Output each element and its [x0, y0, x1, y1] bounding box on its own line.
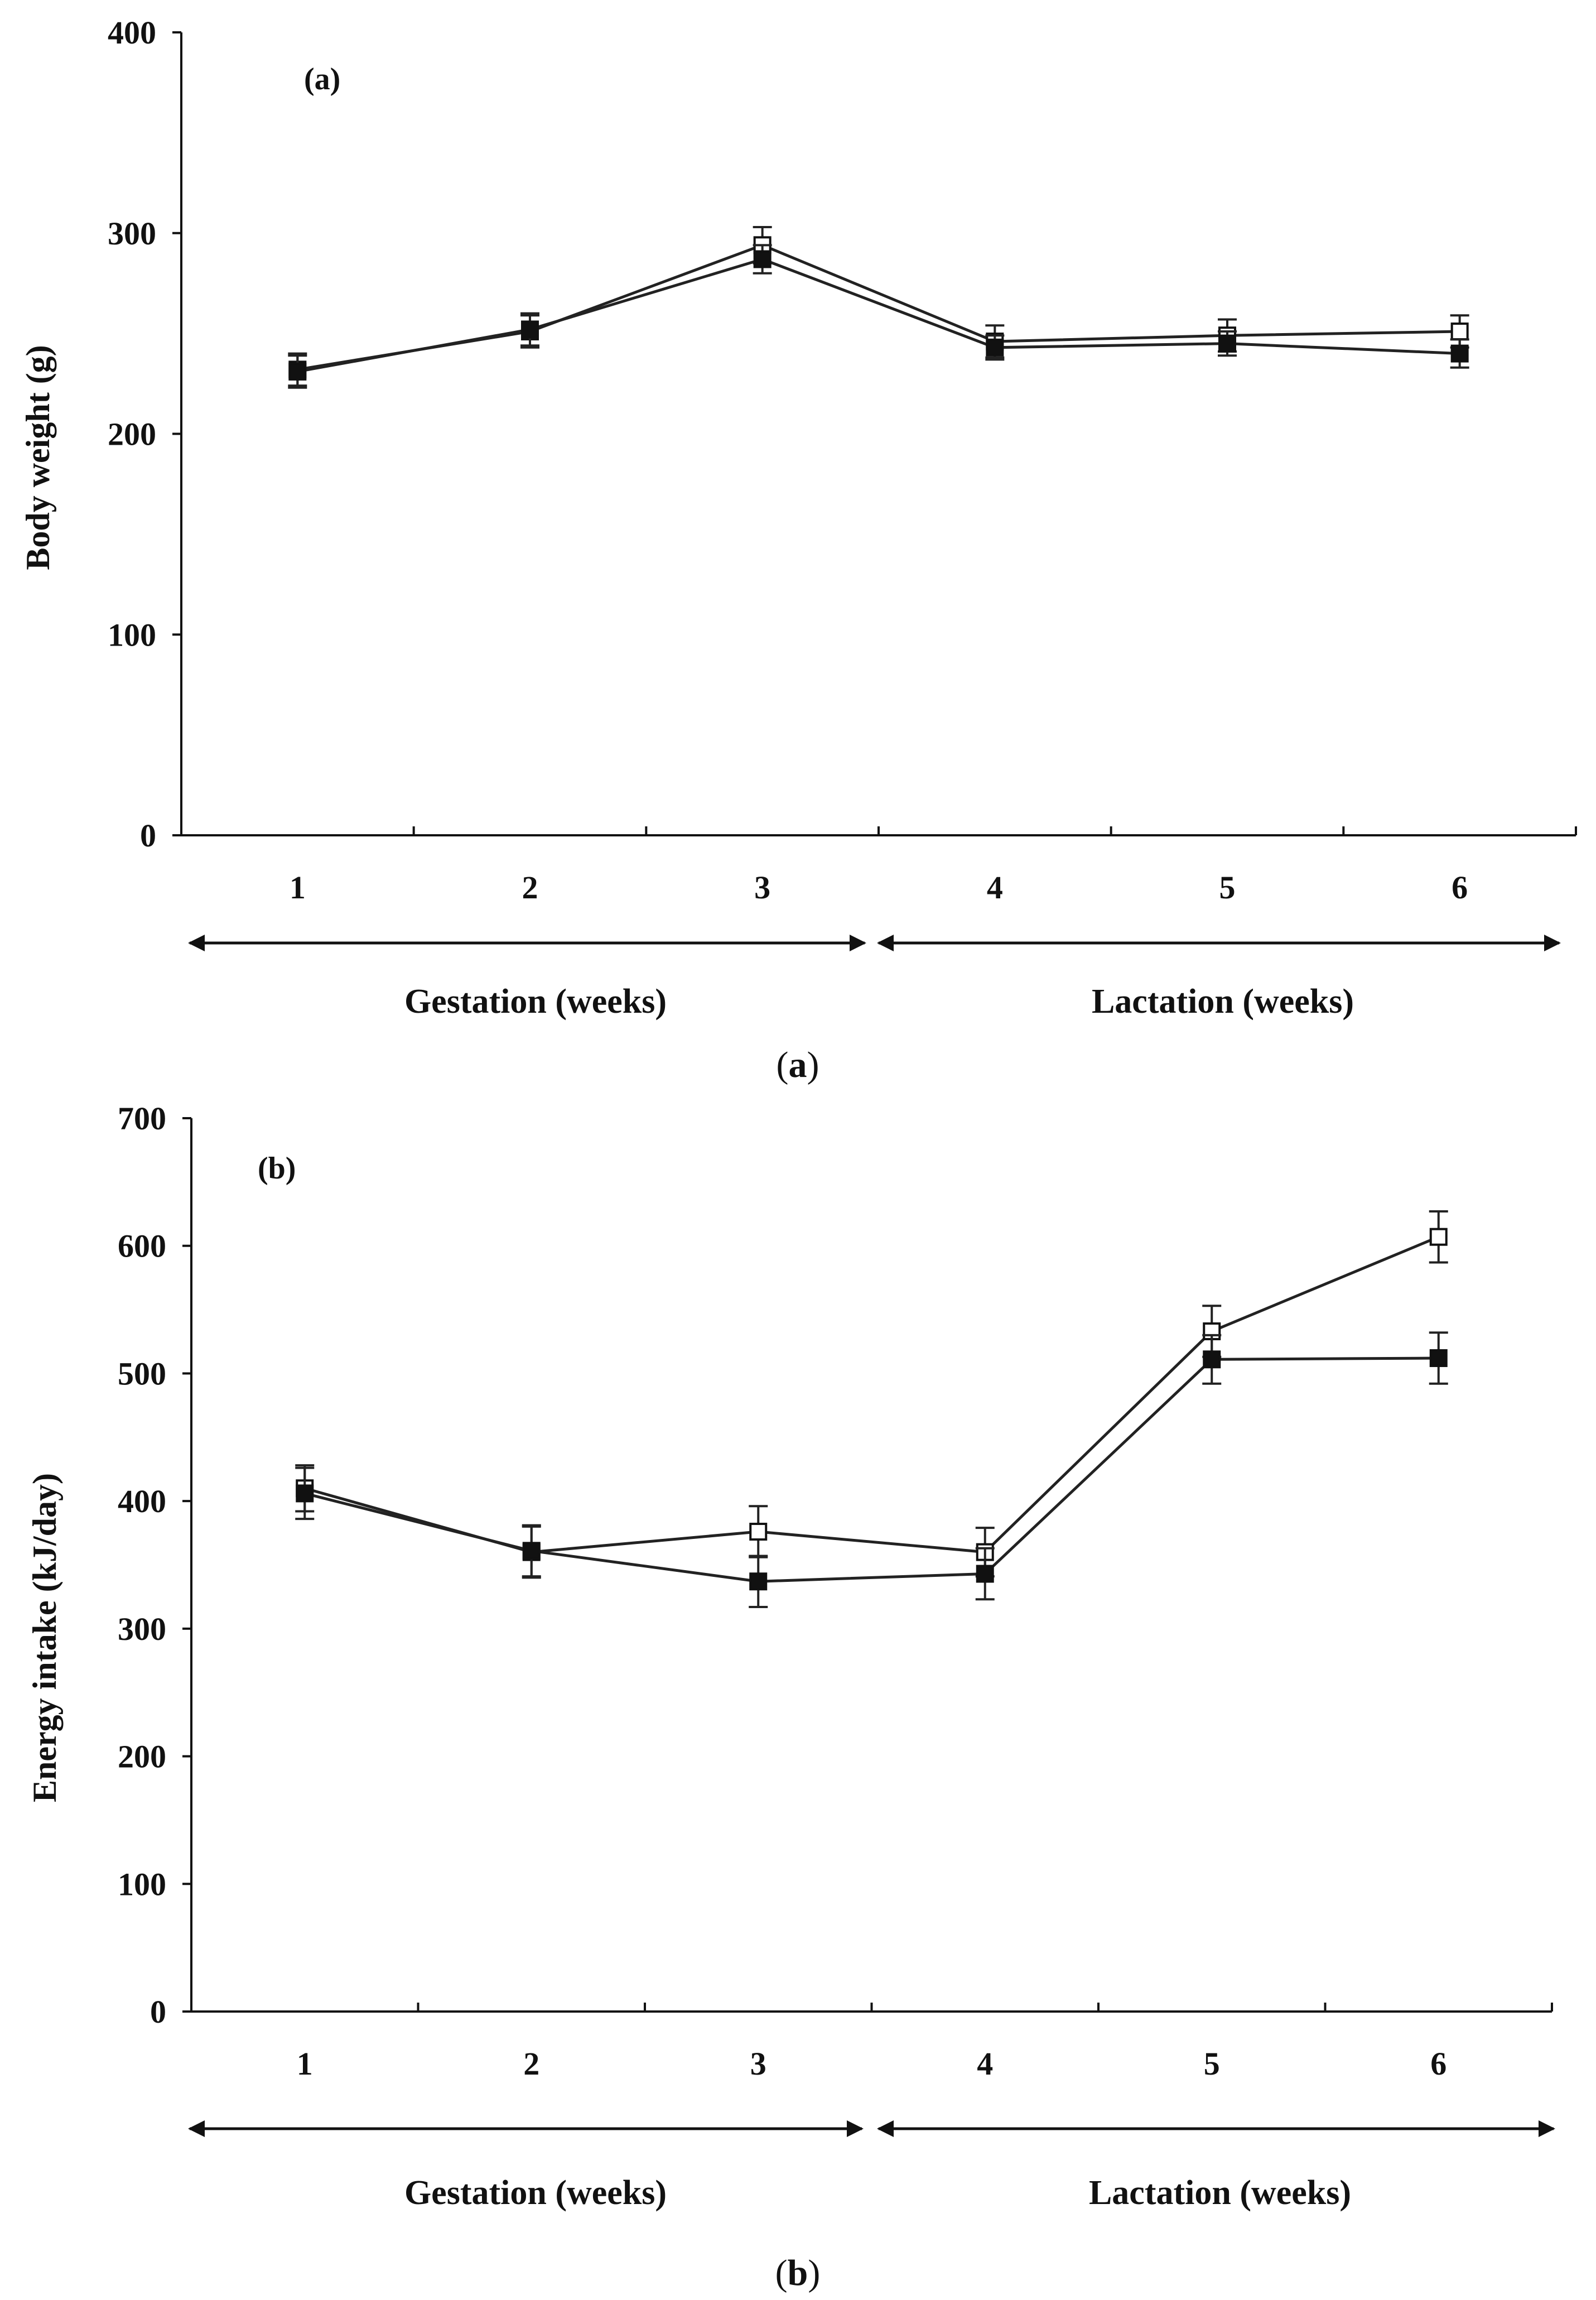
panel-b-caption: (b)	[775, 2253, 821, 2293]
y-tick-label: 600	[118, 1228, 166, 1264]
panel-a-y-axis-title: Body weight (g)	[20, 345, 56, 570]
y-tick-label: 0	[150, 1994, 166, 2030]
data-point-filled-square	[986, 338, 1004, 357]
panel-a-tag: (a)	[304, 62, 340, 97]
x-tick-label: 1	[297, 2046, 313, 2082]
panel-b-chart: (b) Energy intake (kJ/day) 0 100 200 300 400…	[26, 1100, 1555, 2293]
x-tick-label: 4	[977, 2046, 993, 2082]
x-tick-label: 2	[523, 2046, 539, 2082]
panel-b-lactation-label: Lactation (weeks)	[1089, 2174, 1351, 2212]
data-point-filled-square	[1203, 1350, 1221, 1369]
data-point-open-square	[1450, 323, 1469, 341]
panel-a-x-ticks: 1 2 3 4 5 6	[290, 826, 1577, 906]
series-line	[304, 1356, 1439, 1583]
y-tick-label: 400	[108, 15, 156, 51]
data-point-filled-square	[1218, 334, 1236, 353]
panel-a-axes	[180, 32, 1576, 836]
data-point-filled-square	[976, 1565, 994, 1583]
panel-b-series	[295, 1210, 1448, 1608]
series-line	[304, 1235, 1439, 1554]
series-filled	[288, 244, 1469, 389]
data-point-filled-square	[521, 320, 539, 339]
series-open	[288, 225, 1469, 387]
data-point-filled-square	[522, 1542, 541, 1560]
x-tick-label: 6	[1452, 869, 1468, 906]
y-tick-label: 200	[118, 1739, 166, 1775]
panel-a-lactation-label: Lactation (weeks)	[1092, 983, 1354, 1021]
series-filled	[295, 1331, 1448, 1608]
data-point-filled-square	[1450, 344, 1469, 363]
y-tick-label: 500	[118, 1355, 166, 1392]
y-tick-label: 100	[108, 617, 156, 653]
panel-b-axes	[190, 1118, 1552, 2013]
data-point-filled-square	[296, 1484, 314, 1503]
y-tick-label: 100	[118, 1866, 166, 1902]
panel-a-chart: (a) Body weight (g) 0 100 200 300 400 1 2 3 4 5 6…	[20, 15, 1577, 1085]
x-tick-label: 6	[1430, 2046, 1446, 2082]
y-tick-label: 300	[118, 1611, 166, 1647]
y-tick-label: 300	[108, 215, 156, 252]
series-line	[297, 257, 1460, 373]
y-tick-label: 700	[118, 1100, 166, 1137]
panel-b-x-ticks: 1 2 3 4 5 6	[297, 2003, 1553, 2082]
x-tick-label: 4	[987, 869, 1003, 906]
x-tick-label: 2	[522, 869, 538, 906]
series-line	[297, 243, 1460, 371]
panel-b-y-axis-title: Energy intake (kJ/day)	[26, 1473, 63, 1802]
data-point-open-square	[749, 1523, 768, 1541]
x-tick-label: 3	[754, 869, 770, 906]
data-point-filled-square	[1429, 1349, 1448, 1367]
y-tick-label: 200	[108, 416, 156, 453]
data-point-filled-square	[749, 1572, 768, 1591]
panel-a-gestation-label: Gestation (weeks)	[404, 983, 667, 1021]
panel-b-gestation-label: Gestation (weeks)	[404, 2174, 667, 2212]
panel-a-series	[288, 225, 1469, 389]
y-tick-label: 0	[140, 817, 156, 854]
data-point-filled-square	[288, 362, 307, 381]
panel-a-y-ticks: 0 100 200 300 400	[108, 15, 181, 854]
data-point-open-square	[1429, 1228, 1448, 1246]
x-tick-label: 5	[1219, 869, 1236, 906]
panel-a-caption: (a)	[777, 1045, 819, 1085]
x-tick-label: 5	[1204, 2046, 1220, 2082]
y-tick-label: 400	[118, 1483, 166, 1519]
panel-b-tag: (b)	[258, 1151, 296, 1186]
series-open	[295, 1210, 1448, 1579]
x-tick-label: 3	[750, 2046, 766, 2082]
data-point-filled-square	[753, 250, 772, 268]
x-tick-label: 1	[290, 869, 306, 906]
panel-b-y-ticks: 0 100 200 300 400 500 600 700	[118, 1100, 191, 2030]
